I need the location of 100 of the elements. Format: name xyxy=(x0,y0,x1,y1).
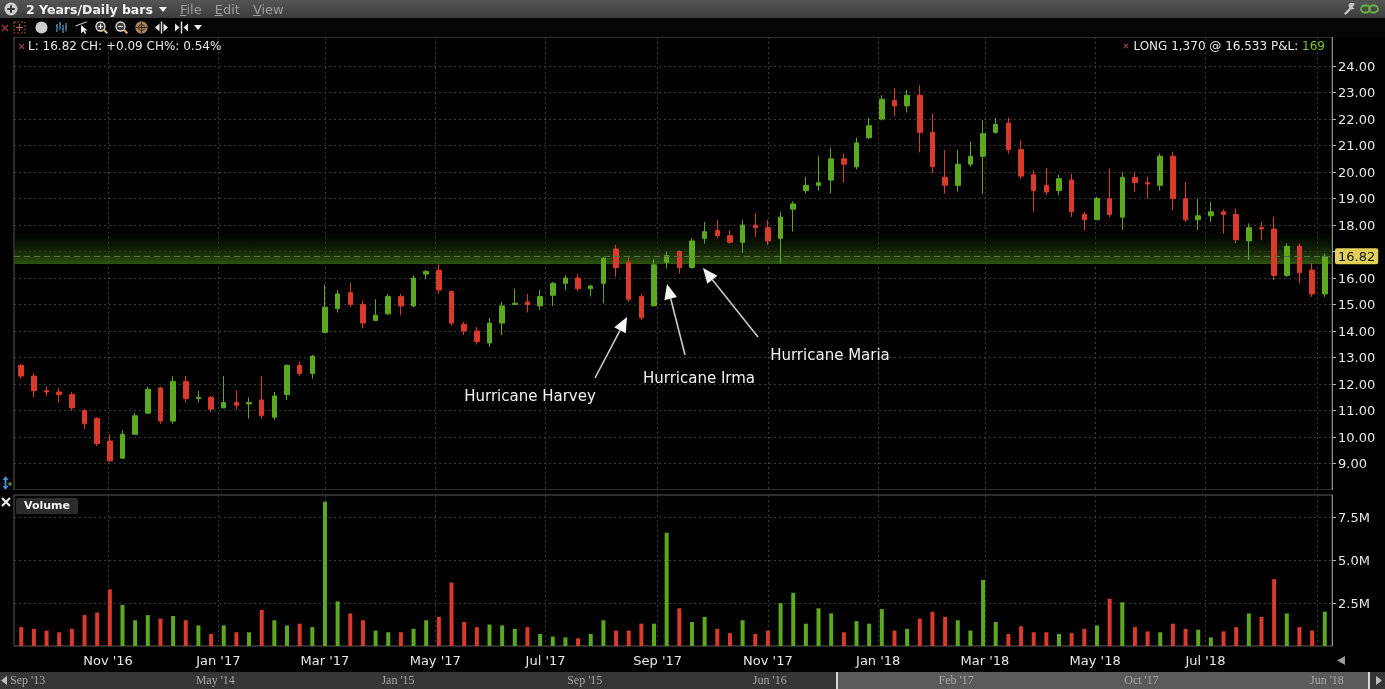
x-tick-label: Jan '18 xyxy=(855,653,901,668)
bar xyxy=(1082,628,1087,646)
bar xyxy=(968,630,973,646)
candlestick xyxy=(689,237,695,270)
bar xyxy=(702,616,707,646)
bar xyxy=(1069,633,1074,646)
bar xyxy=(386,632,391,646)
candlestick xyxy=(563,274,568,291)
x-tick-label: May '17 xyxy=(409,653,461,668)
y-tick-label: 14.00 xyxy=(1338,323,1376,339)
annotation: L: 16.82 CH: +0.09 CH%: 0.54% xyxy=(28,39,222,53)
category-label: Jun '16 xyxy=(752,673,787,688)
bar xyxy=(322,501,327,646)
candlestick xyxy=(246,396,252,419)
candlestick xyxy=(613,244,619,278)
candlestick xyxy=(221,375,226,409)
bar xyxy=(1132,627,1137,646)
bar xyxy=(778,603,783,646)
bar xyxy=(360,620,365,646)
candlestick xyxy=(841,153,847,184)
y-tick-label: 7.5M xyxy=(1338,509,1370,525)
candlestick xyxy=(158,386,163,425)
bar xyxy=(44,630,49,646)
candlestick xyxy=(31,372,37,398)
y-tick-label: 19.00 xyxy=(1338,191,1376,207)
bar xyxy=(993,621,998,646)
bar xyxy=(588,633,593,646)
candlestick xyxy=(930,113,935,174)
candlestick xyxy=(778,211,783,264)
bar xyxy=(664,532,669,646)
bar xyxy=(1284,613,1289,646)
candlestick xyxy=(183,375,189,404)
bar xyxy=(1145,631,1150,646)
candlestick xyxy=(94,416,100,447)
candlestick xyxy=(651,259,657,307)
candlestick xyxy=(411,274,416,308)
y-tick-label: 11.00 xyxy=(1338,403,1376,419)
bar xyxy=(1246,613,1251,646)
text: Edit xyxy=(214,1,240,17)
bar xyxy=(1094,625,1099,646)
candlestick xyxy=(1297,243,1302,284)
candlestick xyxy=(715,219,720,239)
candlestick xyxy=(107,433,113,463)
bar xyxy=(892,630,897,646)
bar xyxy=(727,633,732,646)
bar xyxy=(1272,579,1277,646)
category-label: Feb '17 xyxy=(938,673,974,688)
bar xyxy=(436,616,441,646)
bar xyxy=(525,627,530,646)
category-label: Oct '17 xyxy=(1124,673,1159,688)
bar xyxy=(512,628,517,646)
candlestick xyxy=(942,149,948,195)
candlestick xyxy=(335,289,340,314)
candlestick xyxy=(1157,153,1163,192)
y-tick-label: 16.00 xyxy=(1338,270,1376,286)
bar xyxy=(1259,616,1264,646)
bar xyxy=(1107,598,1112,646)
candlestick xyxy=(753,212,758,238)
candlestick xyxy=(1094,196,1100,221)
candlestick xyxy=(803,176,809,194)
bar xyxy=(1170,623,1175,646)
bar xyxy=(1158,632,1163,646)
bar xyxy=(272,620,277,646)
x-tick-label: Jul '17 xyxy=(524,653,566,668)
bar xyxy=(31,628,36,646)
candlestick xyxy=(145,386,151,414)
bar xyxy=(221,625,226,646)
candlestick xyxy=(436,264,442,295)
candlestick xyxy=(866,117,872,140)
candlestick xyxy=(854,137,859,170)
candlestick xyxy=(297,361,302,377)
bar xyxy=(765,630,770,646)
bar xyxy=(841,632,846,646)
bar xyxy=(449,582,454,646)
bar xyxy=(107,589,112,646)
candlestick xyxy=(259,375,264,419)
x-tick-label: Jan '17 xyxy=(195,653,241,668)
bar xyxy=(1322,611,1327,646)
bar xyxy=(487,624,492,646)
ref-line-label: 16.82 xyxy=(1338,248,1376,264)
x-tick-label: Mar '18 xyxy=(960,653,1010,668)
candlestick xyxy=(474,326,480,345)
bar xyxy=(183,620,188,646)
bar xyxy=(1208,637,1213,646)
bar xyxy=(538,633,543,646)
bar xyxy=(1019,626,1024,646)
bar xyxy=(373,630,378,646)
bar xyxy=(917,618,922,646)
candlestick xyxy=(373,298,378,321)
x-tick-label: Mar '17 xyxy=(300,653,350,668)
bar xyxy=(259,609,264,646)
candlestick xyxy=(968,141,973,168)
bar xyxy=(310,627,315,646)
candlestick xyxy=(272,391,277,421)
bar xyxy=(803,623,808,646)
bar xyxy=(905,628,910,646)
candlestick xyxy=(550,281,556,307)
category-label: May '14 xyxy=(195,673,235,688)
y-tick-label: 18.00 xyxy=(1338,217,1376,233)
candlestick xyxy=(1195,198,1201,231)
